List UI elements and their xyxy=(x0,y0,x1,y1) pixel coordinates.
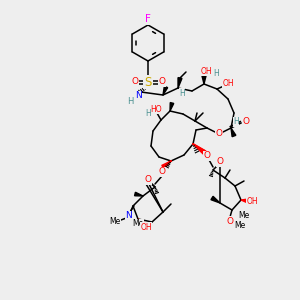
Text: OH: OH xyxy=(222,80,234,88)
Text: N: N xyxy=(126,212,132,220)
Polygon shape xyxy=(135,192,143,196)
Polygon shape xyxy=(170,103,174,111)
Text: H: H xyxy=(213,70,219,79)
Text: H: H xyxy=(145,109,151,118)
Text: S: S xyxy=(144,76,152,88)
Text: N: N xyxy=(135,92,141,100)
Text: OH: OH xyxy=(246,197,258,206)
Text: O: O xyxy=(158,167,166,176)
Polygon shape xyxy=(138,219,144,225)
Text: Me: Me xyxy=(234,221,246,230)
Text: H: H xyxy=(127,97,133,106)
Text: O: O xyxy=(226,217,233,226)
Polygon shape xyxy=(241,199,248,203)
Polygon shape xyxy=(163,86,168,95)
Text: Me: Me xyxy=(110,218,121,226)
Text: O: O xyxy=(145,176,152,184)
Text: O: O xyxy=(203,152,211,160)
Text: H: H xyxy=(233,118,239,127)
Polygon shape xyxy=(178,78,182,88)
Polygon shape xyxy=(202,76,206,84)
Text: O: O xyxy=(242,118,250,127)
Text: O: O xyxy=(215,130,223,139)
Text: OH: OH xyxy=(200,67,212,76)
Text: O: O xyxy=(158,77,166,86)
Text: F: F xyxy=(145,14,151,24)
Polygon shape xyxy=(162,161,171,169)
Polygon shape xyxy=(193,144,206,154)
Polygon shape xyxy=(211,196,220,203)
Text: H: H xyxy=(179,88,185,98)
Text: HO: HO xyxy=(150,104,162,113)
Text: O: O xyxy=(131,77,139,86)
Polygon shape xyxy=(231,128,236,137)
Text: Me: Me xyxy=(132,220,144,229)
Text: Me: Me xyxy=(238,212,250,220)
Text: OH: OH xyxy=(140,223,152,232)
Text: O: O xyxy=(217,158,224,166)
